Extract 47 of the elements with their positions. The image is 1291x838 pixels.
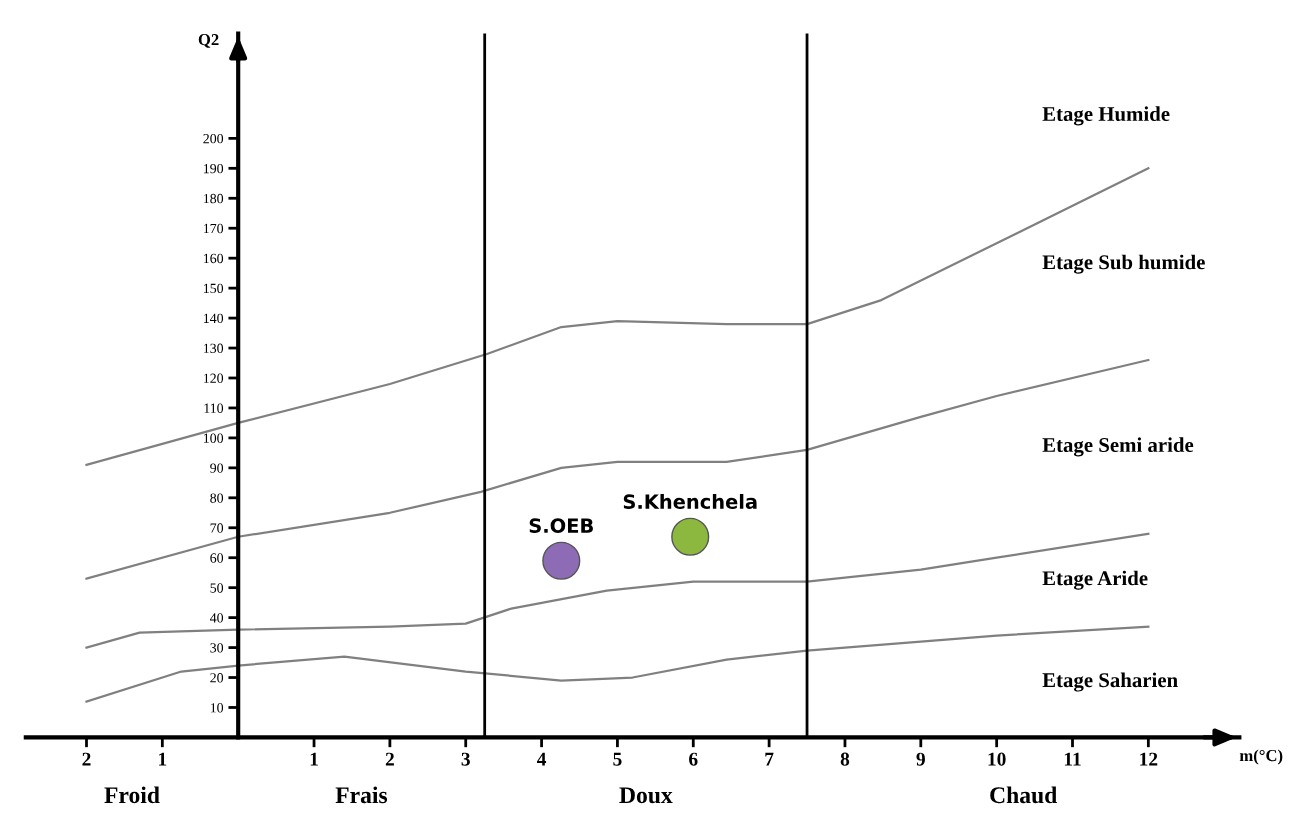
y-tick-label: 150 [203, 283, 224, 294]
y-tick-label: 100 [203, 433, 224, 443]
x-tick-label: 6 [689, 752, 698, 766]
x-tick-label: 2 [385, 752, 394, 766]
text: Chaud [990, 786, 1058, 804]
y-tick-label: 170 [203, 223, 224, 234]
x-tick-label: 9 [916, 752, 925, 766]
x-tick-label: 2 [82, 752, 91, 766]
annotation: Etage Semi aride [1042, 437, 1194, 457]
text: Doux [619, 787, 673, 804]
y-tick-label: 10 [210, 703, 224, 713]
x-tick-label: 4 [536, 752, 547, 766]
x-tick-label: 8 [840, 752, 850, 766]
annotation: Etage Humide [1042, 106, 1170, 126]
annotation: Etage Sub humide [1042, 254, 1205, 274]
x-tick-label: 7 [765, 752, 774, 766]
series-label: S.Khenchela [623, 493, 757, 510]
text: Froid [104, 786, 160, 804]
y-tick-label: 40 [209, 613, 224, 623]
y-tick-label: 20 [210, 673, 224, 683]
annotation: Etage Aride [1042, 570, 1148, 590]
x-tick-label: 1 [310, 752, 318, 766]
y-tick-label: 110 [204, 403, 224, 413]
y-tick-label: 190 [203, 163, 224, 174]
annotation: Etage Saharien [1042, 672, 1178, 692]
y-tick-label: 30 [210, 643, 224, 653]
y-tick-label: 120 [203, 373, 224, 383]
y-tick-label: 160 [203, 253, 224, 264]
x-tick-label: 11 [1064, 752, 1081, 766]
x-tick-label: 3 [461, 752, 470, 766]
y-tick-label: 140 [203, 313, 224, 324]
x-tick-label: 5 [613, 752, 622, 766]
series-label: S.OEB [529, 518, 593, 533]
y-tick-label: 130 [203, 343, 224, 353]
y-tick-label: 60 [210, 553, 224, 563]
y-tick-label: 180 [203, 193, 224, 204]
y-axis-title: Q2 [198, 34, 219, 48]
y-tick-label: 90 [210, 463, 224, 473]
y-tick-label: 70 [210, 523, 224, 533]
x-tick-label: 10 [988, 752, 1006, 766]
x-axis-title: m(°C) [1239, 749, 1283, 765]
text: Frais [335, 786, 388, 804]
y-tick-label: 200 [203, 133, 224, 144]
y-tick-label: 50 [210, 583, 224, 593]
y-tick-label: 80 [210, 493, 224, 503]
x-tick-label: 1 [159, 752, 167, 766]
x-tick-label: 12 [1140, 752, 1158, 766]
